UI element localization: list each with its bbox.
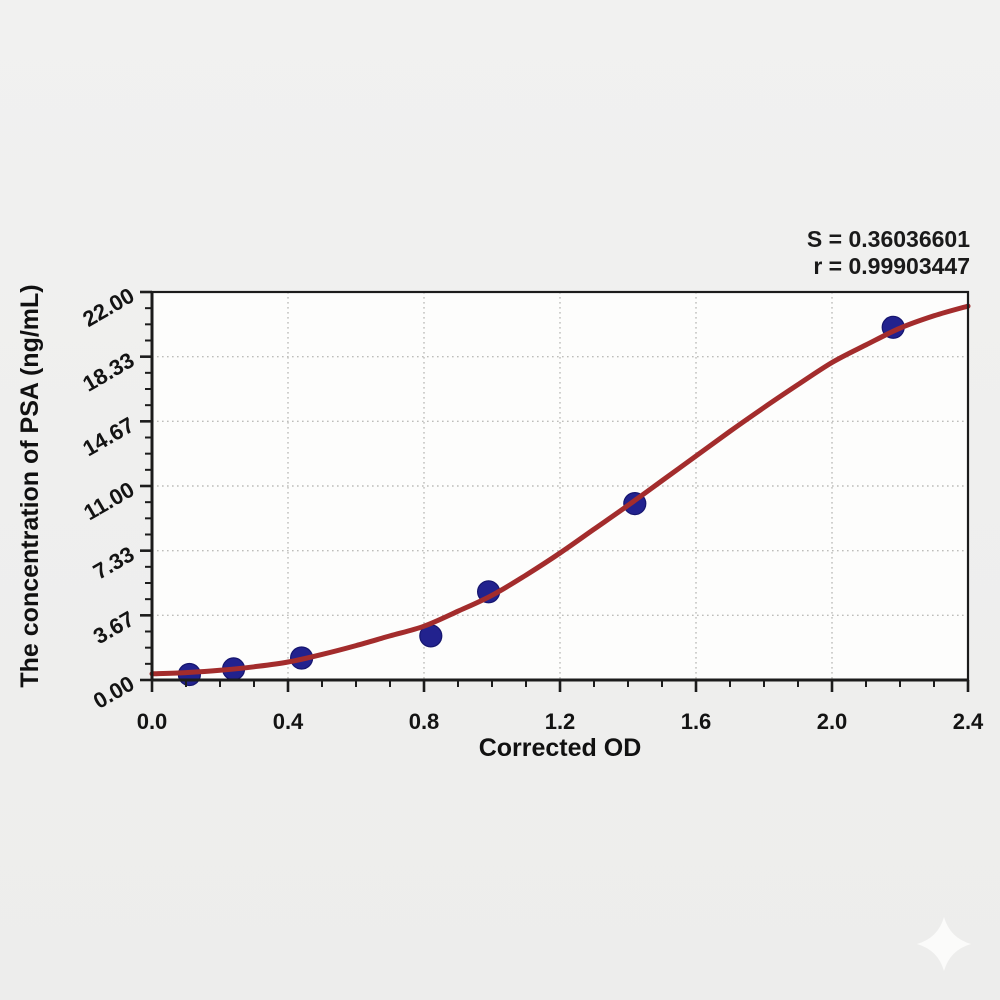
x-tick-label: 0.0: [137, 709, 168, 734]
y-axis-title: The concentration of PSA (ng/mL): [16, 284, 44, 687]
plot-area: [152, 292, 968, 680]
x-tick-label: 1.6: [681, 709, 712, 734]
y-tick-label: 0.00: [89, 671, 139, 714]
sparkle-icon: [917, 917, 971, 971]
axis-ticks: [140, 290, 970, 692]
fit-curve-line: [149, 303, 971, 677]
x-axis-title: Corrected OD: [479, 734, 642, 762]
stat-r-value: r = 0.99903447: [813, 253, 970, 279]
x-tick-label: 2.4: [953, 709, 984, 734]
y-tick-label: 7.33: [89, 541, 139, 584]
grid-lines: [152, 292, 968, 680]
x-tick-label: 1.2: [545, 709, 576, 734]
x-tick-label: 0.8: [409, 709, 440, 734]
data-series: [149, 303, 971, 687]
y-tick-label: 22.00: [78, 283, 138, 332]
y-tick-label: 11.00: [79, 477, 138, 526]
y-tick-label: 18.33: [78, 347, 138, 396]
y-tick-label: 3.67: [89, 606, 139, 649]
x-tick-label: 2.0: [817, 709, 848, 734]
stat-s-value: S = 0.36036601: [807, 226, 970, 252]
x-tick-label: 0.4: [273, 709, 304, 734]
y-tick-label: 14.67: [78, 412, 138, 461]
